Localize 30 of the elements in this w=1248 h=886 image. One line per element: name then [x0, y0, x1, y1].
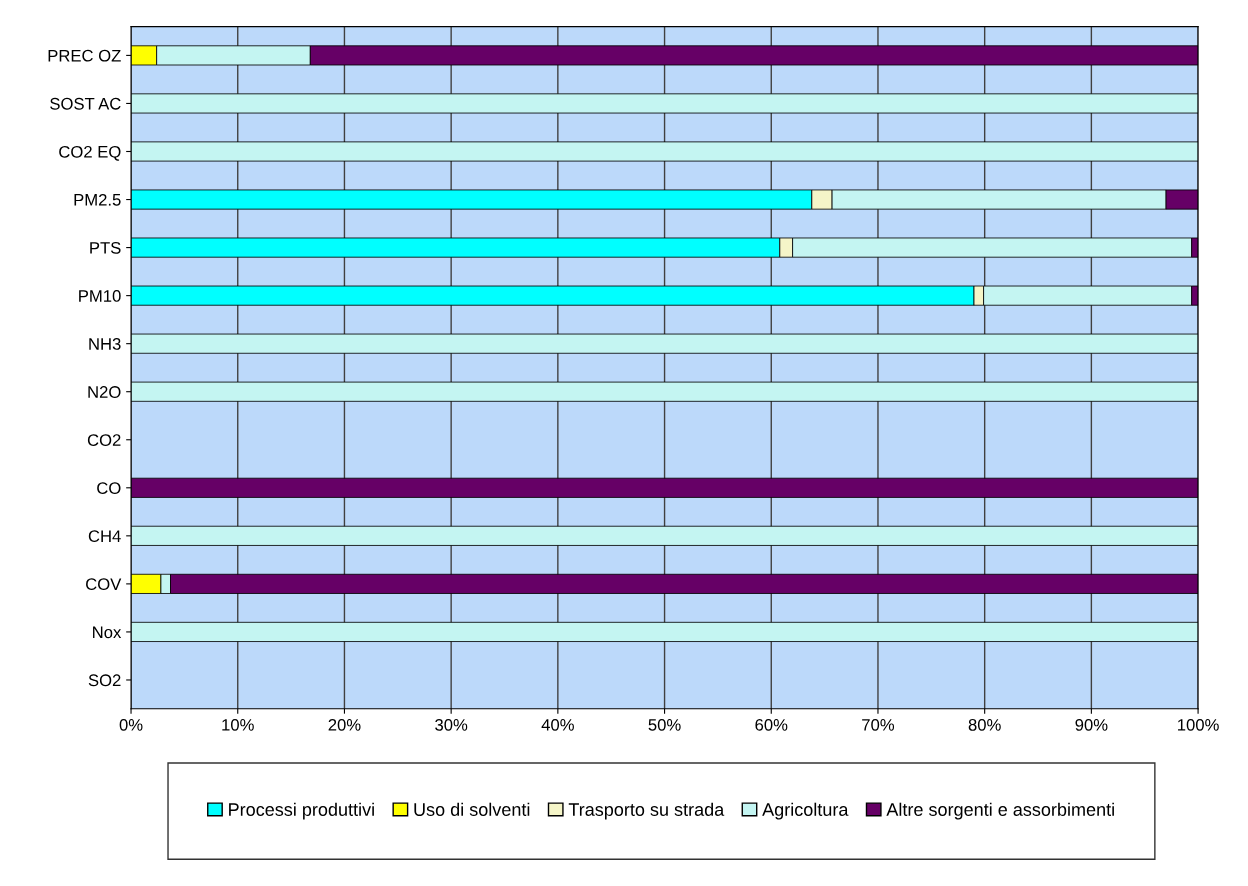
y-tick-label: Nox	[93, 626, 122, 639]
y-tick-label: COV	[86, 578, 122, 591]
x-tick-label: 10%	[222, 718, 254, 731]
y-tick-label: SOST AC	[50, 97, 121, 110]
x-tick-label: 0%	[119, 718, 143, 731]
x-tick-label: 20%	[328, 718, 361, 731]
y-tick-label: CO2 EQ	[59, 145, 121, 161]
legend-label: Uso di solventi	[414, 802, 530, 816]
x-tick-label: 30%	[435, 718, 468, 731]
legend-label: Processi produttivi	[229, 802, 374, 820]
x-tick-label: 70%	[862, 718, 895, 731]
y-tick-label: N2O	[88, 386, 121, 398]
y-tick-label: PREC OZ	[48, 49, 121, 62]
y-tick-label: PTS	[90, 241, 121, 254]
y-tick-label: CO2	[87, 434, 121, 446]
y-tick-label: SO2	[88, 674, 121, 687]
legend-label: Altre sorgenti e assorbimenti	[886, 802, 1114, 820]
y-tick-label: PM10	[79, 290, 121, 302]
x-tick-label: 100%	[1178, 718, 1219, 731]
y-tick-label: CH4	[88, 530, 121, 543]
legend-label: Trasporto su strada	[568, 802, 725, 820]
x-tick-label: 50%	[648, 718, 681, 731]
y-tick-label: PM2.5	[74, 193, 121, 206]
x-tick-label: 60%	[755, 718, 788, 731]
x-tick-label: 80%	[968, 718, 1001, 731]
x-tick-label: 90%	[1075, 718, 1108, 731]
x-tick-label: 40%	[541, 718, 574, 731]
y-tick-label: CO	[97, 482, 121, 494]
legend-label: Agricoltura	[762, 802, 849, 820]
y-tick-label: NH3	[89, 338, 121, 350]
